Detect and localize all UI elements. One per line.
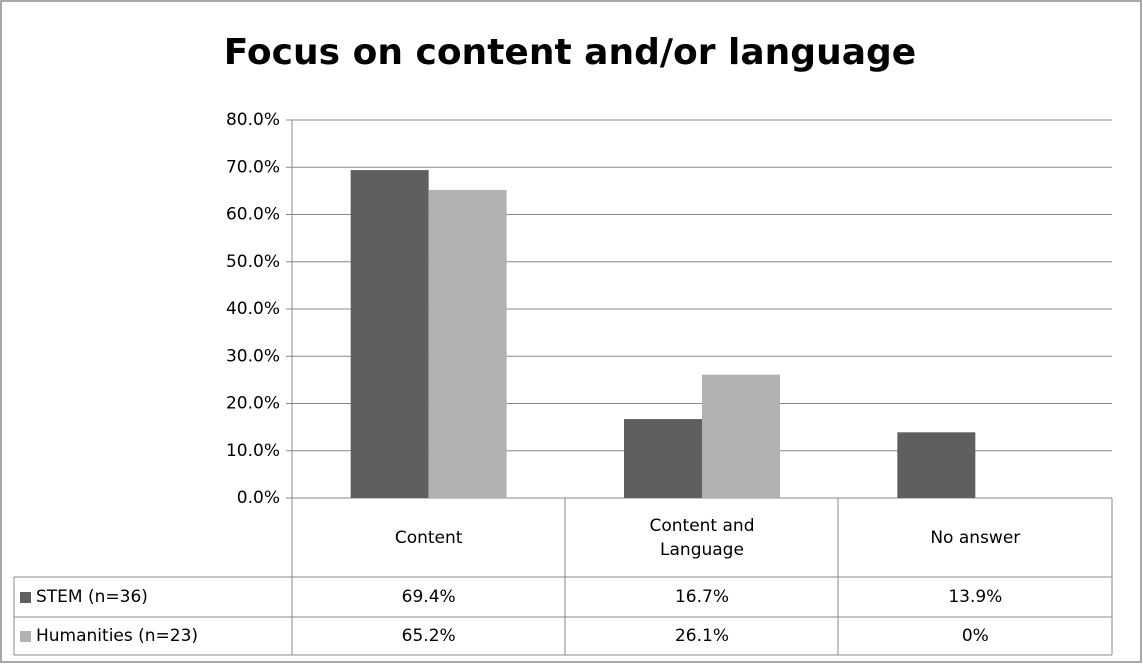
table-value-cell: 69.4% <box>401 587 456 607</box>
y-tick-label: 70.0% <box>226 157 280 177</box>
bar <box>702 374 780 498</box>
table-value-cell: 16.7% <box>674 587 729 607</box>
table-value-cell: 13.9% <box>948 587 1003 607</box>
bar <box>897 432 976 498</box>
table-header-cell: Content and Language <box>565 498 838 577</box>
table-value-cell: 0% <box>961 626 989 646</box>
bar <box>350 170 429 498</box>
y-tick-label: 0.0% <box>237 488 280 508</box>
y-tick-label: 50.0% <box>226 252 280 272</box>
legend-entry: Humanities (n=23) <box>20 617 198 655</box>
chart-title: Focus on content and/or language <box>224 32 916 73</box>
y-tick-label: 80.0% <box>226 110 280 130</box>
y-tick-label: 60.0% <box>226 205 280 225</box>
legend-swatch <box>20 630 31 642</box>
table-value-cell: 26.1% <box>674 626 729 646</box>
legend-swatch <box>20 591 31 603</box>
category-label: No answer <box>930 527 1021 548</box>
y-tick-label: 40.0% <box>226 299 280 319</box>
table-header-cell: No answer <box>839 498 1112 577</box>
y-tick-label: 10.0% <box>226 441 280 461</box>
category-label: Content and Language <box>649 515 755 560</box>
table-header-cell: Content <box>292 498 565 577</box>
y-tick-label: 20.0% <box>226 394 280 414</box>
table-value-cell: 65.2% <box>401 626 456 646</box>
category-label: Content <box>394 527 463 548</box>
bar <box>624 419 702 498</box>
y-tick-label: 30.0% <box>226 346 280 366</box>
table-lines <box>13 120 1113 656</box>
legend-label: Humanities (n=23) <box>36 626 199 646</box>
bar <box>428 189 507 498</box>
legend-label: STEM (n=36) <box>36 587 148 607</box>
legend-entry: STEM (n=36) <box>20 577 148 617</box>
